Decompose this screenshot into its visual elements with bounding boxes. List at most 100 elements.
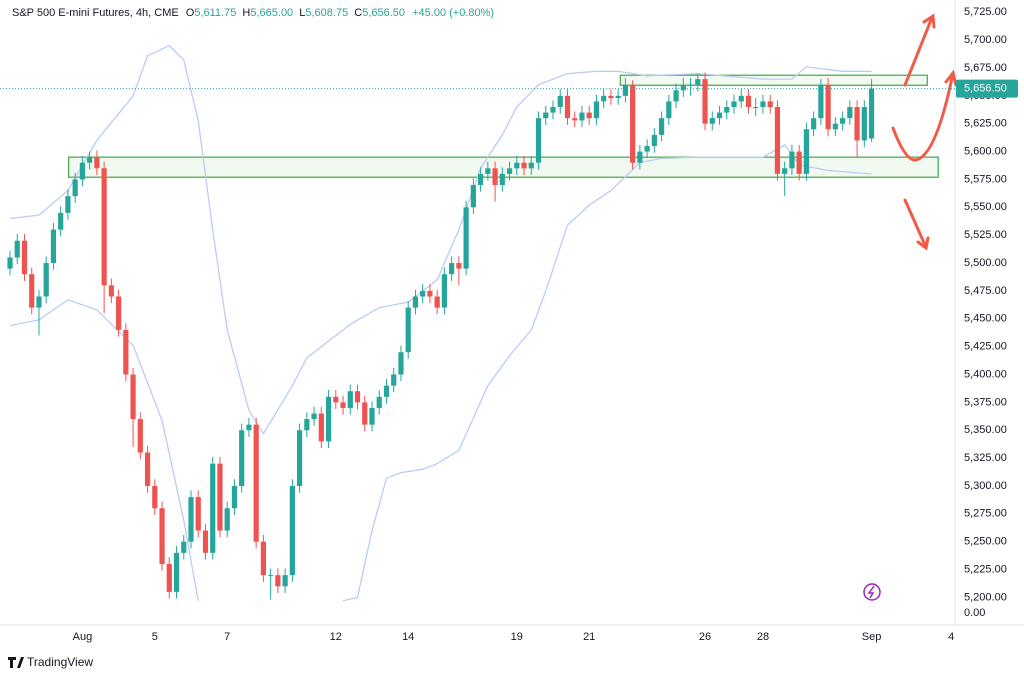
y-tick-label: 5,675.00 bbox=[964, 62, 1007, 74]
candle-body bbox=[282, 575, 288, 587]
candle-body bbox=[485, 168, 491, 174]
candle-body bbox=[861, 107, 867, 141]
candle-body bbox=[818, 84, 824, 119]
y-tick-label: 5,300.00 bbox=[964, 480, 1007, 492]
candle-body bbox=[137, 419, 143, 453]
candle-body bbox=[593, 101, 600, 119]
candle-body bbox=[687, 84, 694, 86]
x-tick-label: 12 bbox=[330, 631, 342, 643]
candle-body bbox=[362, 402, 368, 425]
x-tick-label: Aug bbox=[73, 631, 93, 643]
candle-body bbox=[289, 485, 295, 576]
candle-body bbox=[796, 151, 802, 174]
candle-body bbox=[188, 497, 194, 542]
candle-body bbox=[116, 296, 122, 330]
x-tick-label: Sep bbox=[862, 631, 882, 643]
candle-body bbox=[383, 385, 390, 397]
candle-body bbox=[644, 146, 650, 152]
x-tick-label: 5 bbox=[152, 631, 158, 643]
candle-body bbox=[65, 196, 71, 213]
candle-body bbox=[811, 118, 817, 130]
candle-body bbox=[630, 84, 636, 163]
candle-body bbox=[767, 101, 773, 108]
y-tick-label: 5,200.00 bbox=[964, 591, 1007, 603]
candle-body bbox=[210, 463, 216, 553]
candle-body bbox=[825, 84, 831, 130]
candle-body bbox=[434, 296, 440, 308]
candle-body bbox=[608, 95, 614, 99]
candle-body bbox=[50, 229, 57, 264]
candle-body bbox=[514, 162, 520, 169]
candle-body bbox=[456, 263, 462, 269]
candle-body bbox=[340, 402, 346, 408]
candle-body bbox=[123, 329, 129, 375]
candle-body bbox=[528, 162, 534, 169]
candle-body bbox=[79, 162, 85, 180]
candle-body bbox=[478, 173, 484, 186]
y-tick-label: 5,550.00 bbox=[964, 201, 1007, 213]
candle-body bbox=[615, 95, 621, 99]
candle-body bbox=[420, 290, 426, 297]
y-tick-label: 5,575.00 bbox=[964, 173, 1007, 185]
band bbox=[9, 144, 872, 602]
candle-body bbox=[637, 151, 643, 163]
ohlc-label: L bbox=[299, 7, 305, 19]
y-tick-label: 5,375.00 bbox=[964, 396, 1007, 408]
arrow-down bbox=[903, 198, 927, 247]
x-tick-label: 7 bbox=[224, 631, 230, 643]
candle-body bbox=[275, 575, 281, 587]
candle-body bbox=[108, 285, 114, 297]
candle-body bbox=[43, 263, 49, 297]
arrow-up bbox=[903, 18, 933, 87]
y-tick-label: 5,425.00 bbox=[964, 341, 1007, 353]
y-tick-label: 5,400.00 bbox=[964, 368, 1007, 380]
candle-body bbox=[181, 541, 187, 553]
candle-body bbox=[152, 485, 158, 509]
ohlc-label: C bbox=[354, 7, 362, 19]
candle-body bbox=[731, 101, 737, 108]
candle-body bbox=[94, 157, 100, 169]
y-tick-label: 5,500.00 bbox=[964, 257, 1007, 269]
ohlc-value: 5,611.75 bbox=[194, 7, 236, 19]
last-price-label: 5,656.50 bbox=[964, 83, 1007, 95]
candle-body bbox=[506, 168, 513, 174]
candle-body bbox=[318, 413, 324, 442]
candle-body bbox=[572, 118, 578, 121]
candle-body bbox=[304, 419, 310, 431]
candle-body bbox=[521, 162, 527, 169]
brand-logo[interactable]: TradingView bbox=[8, 655, 93, 669]
y-tick-label: 5,275.00 bbox=[964, 508, 1007, 520]
brand: TradingView bbox=[27, 655, 93, 669]
legend: S&P 500 E-mini Futures, 4h, CME O5,611.7… bbox=[12, 7, 494, 19]
chart-title: S&P 500 E-mini Futures, 4h, CME bbox=[12, 7, 179, 19]
candle-body bbox=[738, 95, 744, 102]
candle-body bbox=[412, 296, 419, 308]
candle-body bbox=[774, 107, 781, 174]
candle-body bbox=[716, 112, 723, 119]
x-tick-label: 14 bbox=[402, 631, 414, 643]
replay-icon[interactable] bbox=[863, 583, 881, 601]
candle-body bbox=[354, 391, 361, 403]
candle-body bbox=[680, 84, 686, 91]
y-tick-label: 5,700.00 bbox=[964, 34, 1007, 46]
arrow-head bbox=[916, 236, 930, 251]
candle-body bbox=[101, 168, 107, 286]
y-tick-label: 5,350.00 bbox=[964, 424, 1007, 436]
arrow-head bbox=[922, 13, 936, 29]
candle-body bbox=[854, 107, 860, 141]
candle-body bbox=[557, 95, 563, 108]
candle-body bbox=[14, 240, 20, 258]
candle-body bbox=[543, 112, 549, 119]
candle-body bbox=[832, 123, 838, 130]
y-tick-label: 5,475.00 bbox=[964, 285, 1007, 297]
candle-body bbox=[840, 118, 846, 124]
candle-body bbox=[166, 563, 172, 592]
candle-body bbox=[441, 274, 447, 308]
candle-body bbox=[7, 257, 13, 269]
candle-body bbox=[868, 88, 875, 139]
candle-body bbox=[550, 107, 556, 113]
x-tick-label: 4 bbox=[948, 631, 954, 643]
annotation-arrows bbox=[891, 13, 958, 251]
